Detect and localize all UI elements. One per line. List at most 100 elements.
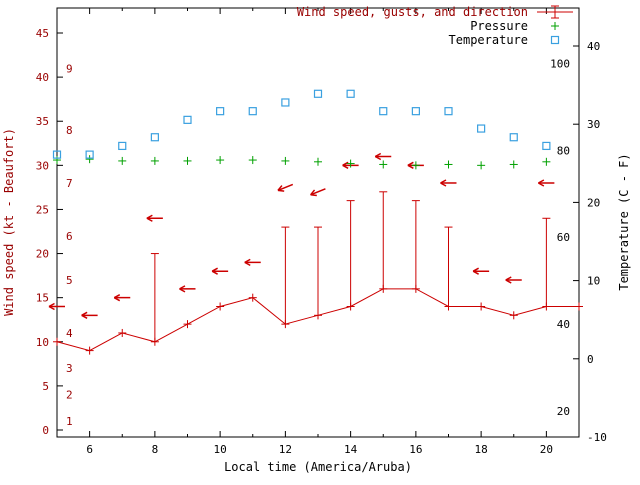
wind-gust-bar xyxy=(444,226,453,307)
temperature-point xyxy=(346,89,355,98)
temperature-point xyxy=(52,150,62,159)
temperature-point xyxy=(281,98,290,107)
pressure-point xyxy=(216,156,225,165)
wind-tick-label: 20 xyxy=(36,248,49,261)
wind-speed-point xyxy=(118,328,127,337)
temp-c-tick-label: -10 xyxy=(587,431,607,444)
beaufort-scale-label: 5 xyxy=(66,274,73,287)
beaufort-scale-label: 1 xyxy=(66,415,73,428)
beaufort-scale-label: 9 xyxy=(66,62,73,75)
temperature-point xyxy=(85,150,94,159)
wind-tick-label: 15 xyxy=(36,292,49,305)
pressure-point xyxy=(248,156,257,165)
wind-direction-arrow xyxy=(505,276,522,284)
legend-pressure-sample xyxy=(551,22,559,30)
wind-direction-arrow xyxy=(440,179,457,187)
legend-wind-sample xyxy=(537,5,573,19)
wind-direction-arrow xyxy=(81,311,98,319)
wind-tick-label: 5 xyxy=(42,380,49,393)
temperature-point xyxy=(183,115,192,124)
temp-c-tick-label: 40 xyxy=(587,40,600,53)
temperature-point xyxy=(411,107,420,116)
temp-f-scale-label: 20 xyxy=(557,405,570,418)
pressure-point xyxy=(53,156,61,165)
temperature-point xyxy=(248,107,257,116)
beaufort-scale-label: 3 xyxy=(66,362,73,375)
wind-tick-label: 10 xyxy=(36,336,49,349)
temperature-point xyxy=(313,89,323,98)
pressure-point xyxy=(509,160,518,169)
pressure-point xyxy=(150,156,159,165)
beaufort-scale-label: 6 xyxy=(66,230,73,243)
x-axis-label: Local time (America/Aruba) xyxy=(224,460,412,474)
temp-f-scale-label: 80 xyxy=(557,144,570,157)
pressure-point xyxy=(85,155,94,164)
wind-direction-arrow xyxy=(179,285,196,293)
wind-tick-label: 35 xyxy=(36,115,49,128)
wind-gust-bar xyxy=(314,226,322,316)
pressure-point xyxy=(183,156,192,165)
beaufort-scale-label: 7 xyxy=(66,177,73,190)
temp-f-scale-label: 40 xyxy=(557,318,570,331)
legend-marker-samples xyxy=(537,5,573,45)
temperature-point xyxy=(542,141,551,151)
x-tick-label: 8 xyxy=(152,443,159,456)
x-tick-label: 18 xyxy=(475,443,488,456)
wind-direction-arrow xyxy=(472,267,490,275)
wind-direction-arrow xyxy=(146,214,163,222)
wind-direction-arrow xyxy=(538,179,555,187)
beaufort-scale-label: 2 xyxy=(66,389,73,402)
wind-direction-arrow xyxy=(48,302,65,311)
temperature-point xyxy=(379,107,388,116)
x-tick-label: 12 xyxy=(279,443,292,456)
legend-label-temperature: Temperature xyxy=(449,33,528,47)
wind-speed-point xyxy=(477,302,486,311)
left-axis-label: Wind speed (kt - Beaufort) xyxy=(2,128,16,316)
axis-tick-labels: 6 8 10 12 14 16 18 2005101520253035404512345678… xyxy=(36,27,607,456)
wind-speed-point xyxy=(248,293,257,302)
wind-tick-label: 25 xyxy=(36,203,49,216)
temp-c-tick-label: 0 xyxy=(587,353,594,366)
legend: Wind speed, gusts, and direction Pressur… xyxy=(297,5,573,47)
x-tick-label: 6 xyxy=(86,443,93,456)
data-series xyxy=(48,89,583,355)
wind-gust-bar xyxy=(379,191,388,289)
pressure-point xyxy=(542,157,551,166)
x-tick-label: 14 xyxy=(344,443,358,456)
wind-gust-bar xyxy=(281,226,290,325)
wind-direction-arrow xyxy=(211,267,229,275)
temp-c-tick-label: 20 xyxy=(587,196,600,209)
wind-speed-point xyxy=(216,302,225,311)
temperature-point xyxy=(150,133,159,142)
pressure-point xyxy=(314,157,322,166)
wind-direction-arrow xyxy=(113,294,131,302)
right-axis-label: Temperature (C - F) xyxy=(617,153,631,290)
wind-tick-label: 40 xyxy=(36,71,49,84)
pressure-point xyxy=(281,156,290,165)
wind-direction-arrow xyxy=(310,188,326,197)
plot-border xyxy=(56,7,580,438)
beaufort-scale-label: 8 xyxy=(66,124,73,137)
wind-speed-point xyxy=(575,302,583,311)
temperature-point xyxy=(477,124,486,133)
pressure-point xyxy=(444,160,453,169)
wind-speed-point xyxy=(85,346,94,355)
legend-temperature-square xyxy=(550,35,560,45)
pressure-point xyxy=(118,156,127,165)
temperature-point xyxy=(216,107,225,116)
legend-label-wind: Wind speed, gusts, and direction xyxy=(297,5,528,19)
x-tick-label: 10 xyxy=(214,443,227,456)
legend-label-pressure: Pressure xyxy=(470,19,528,33)
temp-f-scale-label: 100 xyxy=(550,57,570,70)
pressure-point xyxy=(411,161,420,170)
temperature-point xyxy=(444,107,453,116)
pressure-point xyxy=(346,159,355,168)
wind-direction-arrow xyxy=(277,183,294,192)
temp-c-tick-label: 30 xyxy=(587,118,600,131)
legend-temperature-sample xyxy=(550,35,560,45)
wind-tick-label: 0 xyxy=(42,424,49,437)
temperature-point xyxy=(118,141,127,151)
wind-gust-bar xyxy=(150,253,159,342)
